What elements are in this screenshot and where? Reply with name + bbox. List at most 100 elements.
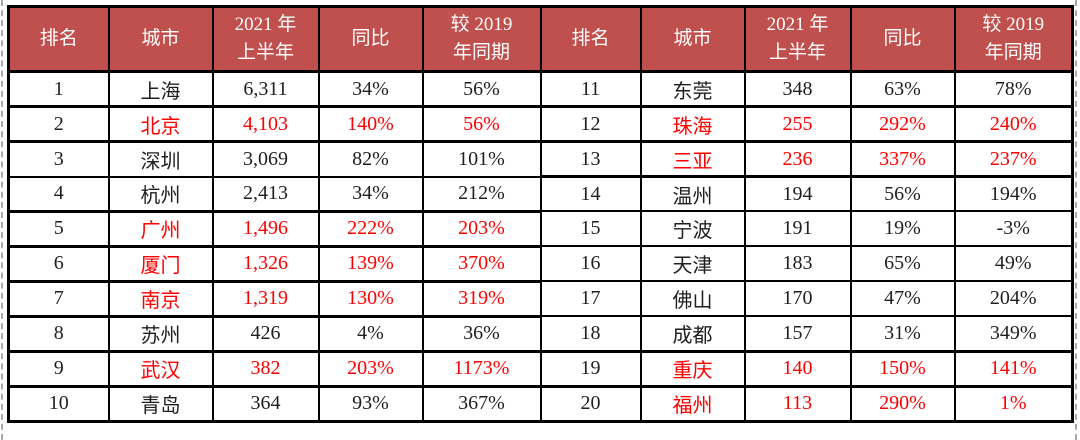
table-body: 1 上海 6,311 34% 56% 11 东莞 348 63% 78% 2 北京 4,103 140% 5…	[7, 70, 1074, 423]
city-cell: 成都	[639, 315, 746, 352]
city-cell: 杭州	[107, 175, 214, 212]
yoy-cell: 290%	[849, 384, 956, 423]
vs2019-cell: 56%	[421, 70, 542, 108]
value-cell: 426	[211, 315, 320, 352]
vs2019-cell: 1%	[953, 384, 1074, 423]
value-cell: 157	[743, 315, 852, 352]
value-cell: 236	[743, 140, 852, 178]
rank-cell: 18	[539, 315, 642, 352]
city-cell: 南京	[107, 279, 214, 318]
rank-cell: 4	[7, 175, 110, 212]
yoy-cell: 203%	[317, 349, 424, 388]
value-cell: 1,496	[211, 209, 320, 248]
city-cell: 天津	[639, 245, 746, 282]
rank-cell: 8	[7, 315, 110, 352]
city-cell: 上海	[107, 70, 214, 108]
vs2019-cell: 1173%	[421, 349, 542, 388]
vs2019-cell: 203%	[421, 209, 542, 248]
vs2019-cell: 141%	[953, 349, 1074, 388]
page-break-dashed-line-left	[1, 0, 3, 440]
table-row: 2 北京 4,103 140% 56% 12 珠海 255 292% 240%	[7, 105, 1074, 143]
value-cell: 1,326	[211, 244, 320, 283]
yoy-cell: 150%	[849, 349, 956, 388]
yoy-cell: 292%	[849, 105, 956, 143]
city-cell: 厦门	[107, 244, 214, 283]
header-city-left: 城市	[107, 5, 214, 73]
rank-cell: 15	[539, 210, 642, 247]
yoy-cell: 19%	[849, 210, 956, 247]
yoy-cell: 34%	[317, 175, 424, 212]
city-cell: 重庆	[639, 349, 746, 388]
city-cell: 珠海	[639, 105, 746, 143]
page-break-dashed-line-right	[1075, 0, 1077, 440]
city-cell: 北京	[107, 105, 214, 143]
vs2019-cell: 212%	[421, 175, 542, 212]
rank-cell: 2	[7, 105, 110, 143]
value-cell: 183	[743, 245, 852, 282]
header-value-right: 2021 年 上半年	[743, 5, 852, 73]
rank-cell: 10	[7, 385, 110, 422]
vs2019-cell: 49%	[953, 245, 1074, 282]
rank-cell: 9	[7, 349, 110, 388]
value-cell: 6,311	[211, 70, 320, 108]
rank-cell: 17	[539, 280, 642, 317]
value-cell: 191	[743, 210, 852, 247]
value-cell: 3,069	[211, 140, 320, 178]
vs2019-cell: 370%	[421, 244, 542, 283]
city-cell: 广州	[107, 209, 214, 248]
value-cell: 348	[743, 70, 852, 108]
yoy-cell: 93%	[317, 385, 424, 422]
city-ranking-table: 排名 城市 2021 年 上半年 同比 较 2019 年同期 排名 城市 202…	[7, 5, 1074, 423]
yoy-cell: 139%	[317, 244, 424, 283]
table-row: 7 南京 1,319 130% 319% 17 佛山 170 47% 204%	[7, 279, 1074, 318]
city-cell: 三亚	[639, 140, 746, 178]
yoy-cell: 31%	[849, 315, 956, 352]
header-yoy-right: 同比	[849, 5, 956, 73]
vs2019-cell: 237%	[953, 140, 1074, 178]
vs2019-cell: 36%	[421, 315, 542, 352]
vs2019-cell: 78%	[953, 70, 1074, 108]
vs2019-cell: 204%	[953, 280, 1074, 317]
value-cell: 170	[743, 280, 852, 317]
header-row: 排名 城市 2021 年 上半年 同比 较 2019 年同期 排名 城市 202…	[7, 5, 1074, 73]
vs2019-cell: 319%	[421, 279, 542, 318]
table-row: 10 青岛 364 93% 367% 20 福州 113 290% 1%	[7, 384, 1074, 423]
table-row: 4 杭州 2,413 34% 212% 14 温州 194 56% 194%	[7, 175, 1074, 212]
value-cell: 1,319	[211, 279, 320, 318]
city-cell: 青岛	[107, 385, 214, 422]
rank-cell: 11	[539, 70, 642, 108]
city-cell: 温州	[639, 175, 746, 212]
table-row: 6 厦门 1,326 139% 370% 16 天津 183 65% 49%	[7, 244, 1074, 283]
yoy-cell: 130%	[317, 279, 424, 318]
table-row: 5 广州 1,496 222% 203% 15 宁波 191 19% -3%	[7, 209, 1074, 248]
rank-cell: 7	[7, 279, 110, 318]
vs2019-cell: 101%	[421, 140, 542, 178]
vs2019-cell: 56%	[421, 105, 542, 143]
rank-cell: 6	[7, 244, 110, 283]
value-cell: 364	[211, 385, 320, 422]
header-rank-right: 排名	[539, 5, 642, 73]
header-rank-left: 排名	[7, 5, 110, 73]
table-row: 3 深圳 3,069 82% 101% 13 三亚 236 337% 237%	[7, 140, 1074, 178]
vs2019-cell: 194%	[953, 175, 1074, 212]
yoy-cell: 47%	[849, 280, 956, 317]
vs2019-cell: 367%	[421, 385, 542, 422]
city-cell: 佛山	[639, 280, 746, 317]
yoy-cell: 337%	[849, 140, 956, 178]
yoy-cell: 140%	[317, 105, 424, 143]
yoy-cell: 63%	[849, 70, 956, 108]
yoy-cell: 4%	[317, 315, 424, 352]
value-cell: 255	[743, 105, 852, 143]
vs2019-cell: 240%	[953, 105, 1074, 143]
yoy-cell: 222%	[317, 209, 424, 248]
rank-cell: 20	[539, 384, 642, 423]
city-cell: 武汉	[107, 349, 214, 388]
header-vs2019-right: 较 2019 年同期	[953, 5, 1074, 73]
rank-cell: 14	[539, 175, 642, 212]
table-row: 1 上海 6,311 34% 56% 11 东莞 348 63% 78%	[7, 70, 1074, 108]
value-cell: 140	[743, 349, 852, 388]
rank-cell: 3	[7, 140, 110, 178]
value-cell: 2,413	[211, 175, 320, 212]
value-cell: 194	[743, 175, 852, 212]
